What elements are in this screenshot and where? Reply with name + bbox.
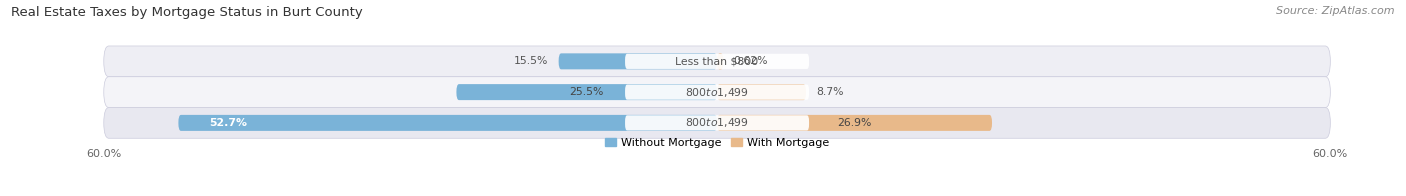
Text: 52.7%: 52.7% [209,118,247,128]
Text: $800 to $1,499: $800 to $1,499 [685,116,749,129]
Text: 0.62%: 0.62% [734,56,768,66]
Text: 25.5%: 25.5% [569,87,605,97]
Text: 26.9%: 26.9% [838,118,872,128]
Text: 15.5%: 15.5% [515,56,548,66]
FancyBboxPatch shape [626,84,808,100]
FancyBboxPatch shape [558,53,717,69]
FancyBboxPatch shape [104,107,1330,138]
Text: 8.7%: 8.7% [817,87,844,97]
FancyBboxPatch shape [626,54,808,69]
FancyBboxPatch shape [717,53,724,69]
Text: $800 to $1,499: $800 to $1,499 [685,86,749,99]
Legend: Without Mortgage, With Mortgage: Without Mortgage, With Mortgage [605,138,830,148]
Text: Real Estate Taxes by Mortgage Status in Burt County: Real Estate Taxes by Mortgage Status in … [11,6,363,19]
FancyBboxPatch shape [717,115,993,131]
FancyBboxPatch shape [179,115,717,131]
FancyBboxPatch shape [717,84,806,100]
FancyBboxPatch shape [626,115,808,131]
FancyBboxPatch shape [457,84,717,100]
FancyBboxPatch shape [104,77,1330,107]
FancyBboxPatch shape [104,46,1330,77]
Text: Less than $800: Less than $800 [675,56,759,66]
Text: Source: ZipAtlas.com: Source: ZipAtlas.com [1277,6,1395,16]
